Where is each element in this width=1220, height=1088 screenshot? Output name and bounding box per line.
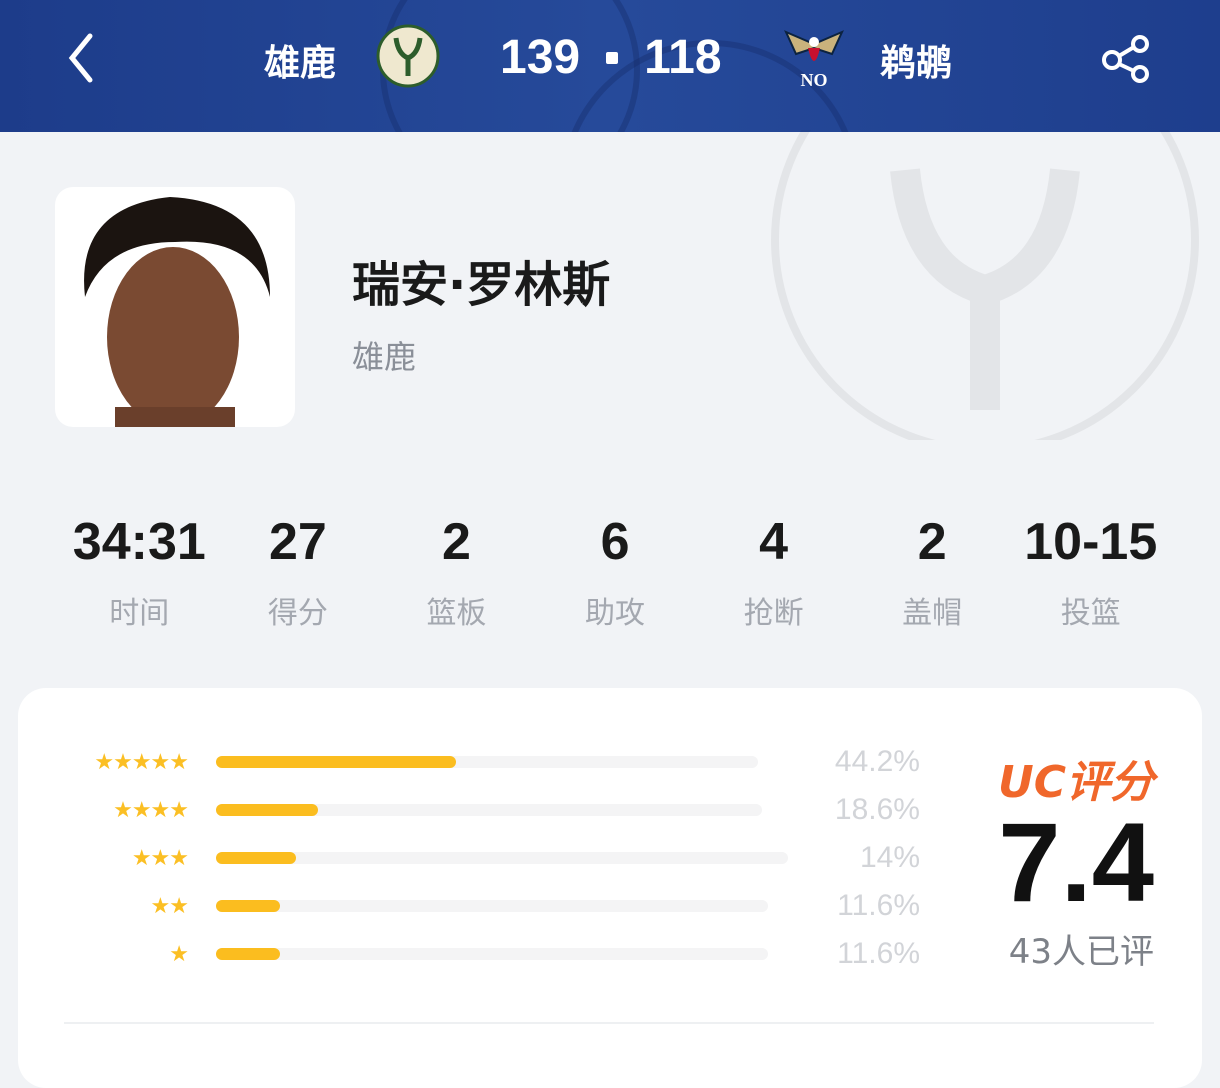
rating-bar-track bbox=[216, 804, 762, 816]
player-name: 瑞安·罗林斯 bbox=[352, 257, 611, 313]
stars-icon: ★★★★ bbox=[113, 797, 189, 823]
stat-assists: 6 助攻 bbox=[536, 512, 695, 632]
rating-row-2-star: ★★ 11.6% bbox=[68, 889, 920, 922]
stat-label: 抢断 bbox=[743, 596, 804, 631]
bucks-logo-icon[interactable] bbox=[376, 24, 440, 88]
stat-value: 2 bbox=[917, 513, 947, 571]
rating-percent: 11.6% bbox=[837, 937, 920, 970]
rating-bar-fill bbox=[216, 756, 456, 768]
rating-bar-track bbox=[216, 756, 758, 768]
game-header: 雄鹿 139 118 NO 鹈鹕 bbox=[0, 0, 1220, 132]
stat-label: 投篮 bbox=[1060, 596, 1121, 631]
rating-bar-fill bbox=[216, 948, 281, 960]
rating-count[interactable]: 43人已评 bbox=[1008, 932, 1154, 972]
stat-value: 27 bbox=[268, 513, 327, 571]
divider bbox=[64, 1022, 1154, 1024]
rating-percent: 14% bbox=[859, 841, 920, 874]
stars-icon: ★★★ bbox=[131, 845, 189, 871]
rating-row-4-star: ★★★★ 18.6% bbox=[68, 793, 920, 826]
stat-points: 27 得分 bbox=[219, 512, 378, 632]
stars-icon: ★★★★★ bbox=[94, 749, 189, 775]
rating-bar-fill bbox=[216, 852, 297, 864]
stat-steals: 4 抢断 bbox=[694, 512, 853, 632]
stat-value: 10-15 bbox=[1024, 513, 1158, 571]
stat-field-goals: 10-15 投篮 bbox=[1011, 512, 1170, 632]
score-separator bbox=[606, 51, 619, 64]
rating-card: ★★★★★ 44.2% ★★★★ 18.6% ★★★ 14% ★★ 11.6% ★ 11.6% U… bbox=[18, 688, 1202, 1088]
rating-title: UC评分 bbox=[997, 757, 1154, 808]
stat-time: 34:31 时间 bbox=[60, 512, 219, 632]
player-team[interactable]: 雄鹿 bbox=[352, 338, 417, 376]
stat-value: 6 bbox=[600, 513, 630, 571]
rating-score: 7.4 bbox=[998, 800, 1154, 925]
away-team-name[interactable]: 鹈鹕 bbox=[880, 43, 953, 84]
stats-row: 34:31 时间 27 得分 2 篮板 6 助攻 4 抢断 2 盖帽 10-15 投篮 bbox=[60, 512, 1170, 632]
rating-bar-track bbox=[216, 852, 788, 864]
home-team-name[interactable]: 雄鹿 bbox=[264, 43, 337, 84]
rating-bar-fill bbox=[216, 900, 281, 912]
stat-label: 得分 bbox=[267, 596, 328, 631]
stars-icon: ★★ bbox=[150, 893, 189, 919]
rating-percent: 44.2% bbox=[834, 745, 920, 778]
stars-icon: ★ bbox=[169, 941, 189, 967]
stat-rebounds: 2 篮板 bbox=[377, 512, 536, 632]
rating-bar-track bbox=[216, 900, 768, 912]
player-avatar-icon bbox=[84, 197, 270, 427]
stat-label: 篮板 bbox=[426, 596, 487, 631]
stat-label: 时间 bbox=[109, 596, 170, 631]
player-photo bbox=[55, 187, 295, 427]
pelicans-logo-icon[interactable]: NO bbox=[782, 24, 846, 88]
rating-bar-fill bbox=[216, 804, 318, 816]
stat-label: 盖帽 bbox=[902, 596, 963, 631]
score: 139 118 bbox=[500, 30, 722, 85]
stat-value: 2 bbox=[441, 513, 471, 571]
rating-bar-track bbox=[216, 948, 768, 960]
home-score: 139 bbox=[500, 31, 581, 84]
rating-percent: 18.6% bbox=[834, 793, 920, 826]
stat-blocks: 2 盖帽 bbox=[853, 512, 1012, 632]
stat-value: 34:31 bbox=[72, 513, 206, 571]
back-icon[interactable] bbox=[62, 30, 102, 86]
stat-label: 助攻 bbox=[585, 596, 646, 631]
rating-row-3-star: ★★★ 14% bbox=[68, 841, 920, 874]
rating-row-1-star: ★ 11.6% bbox=[68, 937, 920, 970]
bucks-watermark-icon bbox=[771, 130, 1199, 440]
rating-row-5-star: ★★★★★ 44.2% bbox=[68, 745, 920, 778]
rating-percent: 11.6% bbox=[837, 889, 920, 922]
svg-text:NO: NO bbox=[801, 70, 828, 88]
away-score: 118 bbox=[644, 31, 722, 84]
share-icon[interactable] bbox=[1100, 32, 1152, 84]
stat-value: 4 bbox=[759, 513, 789, 571]
